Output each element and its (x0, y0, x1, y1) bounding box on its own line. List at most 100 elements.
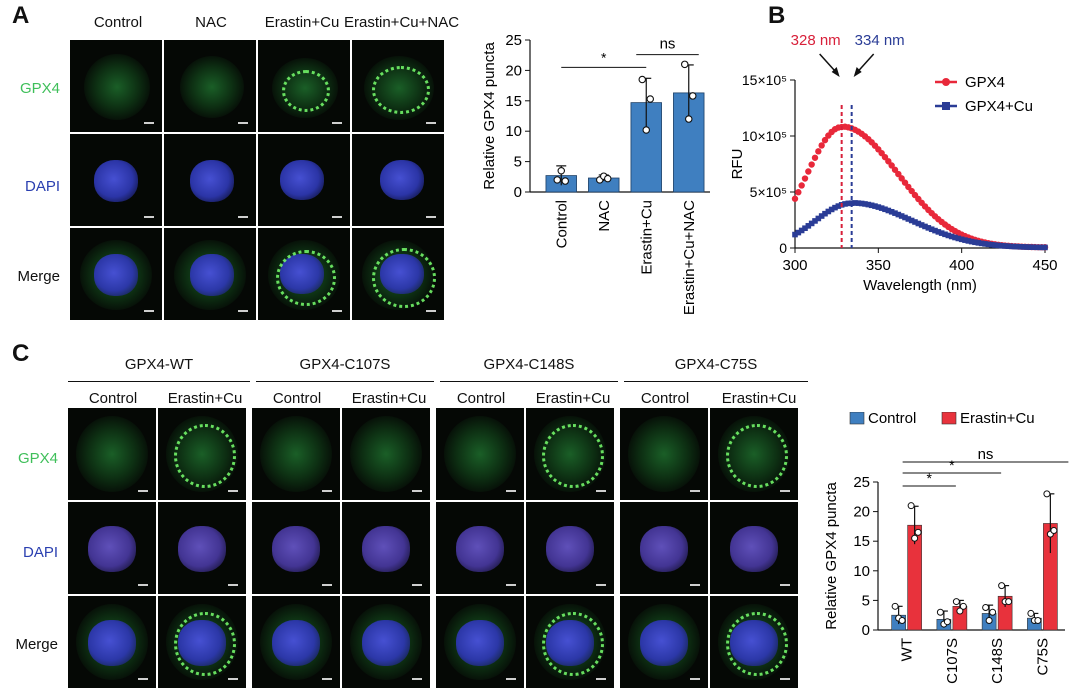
c-x-tick-label: WT (899, 638, 916, 661)
micrograph-c-merge-3 (342, 596, 430, 688)
micrograph-a-gpx4-control (70, 40, 162, 132)
b-point-gpx4-cu (868, 202, 875, 209)
micrograph-c-merge-4 (436, 596, 524, 688)
b-point-gpx4-cu (1012, 243, 1018, 250)
col-header-a-1: NAC (195, 14, 227, 31)
b-x-tick-label: 450 (1032, 257, 1057, 274)
a-x-tick-label: Erastin+Cu+NAC (681, 200, 698, 315)
b-point-gpx4-cu (1028, 244, 1035, 250)
b-point-gpx4-cu (862, 201, 868, 207)
b-point-gpx4-cu (812, 218, 818, 224)
b-point-gpx4-cu (808, 220, 815, 227)
a-y-tick-label: 5 (514, 154, 522, 171)
b-point-gpx4 (805, 168, 812, 175)
a-y-tick-label: 10 (505, 123, 522, 140)
subcol-c-3: Erastin+Cu (351, 390, 427, 407)
b-point-gpx4-cu (895, 211, 902, 218)
b-point-gpx4-cu (885, 207, 892, 214)
b-point-gpx4-cu (878, 205, 885, 211)
c-y-tick-label: 5 (862, 592, 870, 609)
a-x-tick-label: Control (553, 200, 570, 248)
b-legend-label: GPX4+Cu (965, 98, 1033, 115)
a-sig-label: ns (660, 36, 676, 53)
micrograph-c-gpx4-6 (620, 408, 708, 500)
b-legend-marker-gpx4 (942, 78, 950, 86)
b-arrow-head (831, 67, 840, 77)
c-data-point (1050, 527, 1058, 535)
b-point-gpx4-cu (1005, 243, 1012, 249)
b-point-gpx4-cu (818, 213, 825, 219)
c-sig-label: * (927, 470, 933, 486)
b-point-gpx4-cu (932, 227, 938, 234)
b-point-gpx4-cu (942, 231, 948, 238)
subcol-c-0: Control (88, 390, 138, 407)
b-point-gpx4 (798, 182, 805, 189)
b-point-gpx4-cu (1035, 244, 1042, 251)
b-point-gpx4-cu (935, 229, 942, 235)
c-data-point (943, 618, 951, 626)
b-point-gpx4-cu (825, 208, 832, 215)
a-y-tick-label: 15 (505, 93, 522, 110)
b-point-gpx4-cu (952, 234, 958, 241)
b-point-gpx4 (811, 154, 819, 161)
b-x-tick-label: 350 (866, 257, 891, 274)
c-legend-label: Control (868, 412, 916, 427)
b-point-gpx4-cu (835, 203, 842, 209)
b-point-gpx4-cu (852, 200, 858, 206)
b-x-tick-label: 300 (782, 257, 807, 274)
micrograph-a-dapi-erastin-cu-nac (352, 134, 444, 226)
b-point-gpx4-cu (992, 242, 998, 248)
micrograph-a-merge-nac (164, 228, 256, 320)
c-data-point (982, 604, 990, 612)
subcol-c-5: Erastin+Cu (535, 390, 611, 407)
subcol-c-4: Control (456, 390, 506, 407)
c-y-tick-label: 25 (853, 474, 870, 491)
chart-c-bar: 0 5 10 15 20 25 Relative GPX4 puncta WT C107S C14… (823, 412, 1069, 684)
group-line-c-3 (624, 381, 808, 382)
b-point-gpx4-cu (792, 231, 798, 238)
b-point-gpx4-cu (995, 242, 1002, 249)
b-point-gpx4-cu (978, 240, 985, 247)
a-data-point (642, 126, 651, 134)
b-point-gpx4 (891, 166, 899, 173)
a-y-tick-label: 0 (514, 184, 522, 201)
b-point-gpx4-cu (958, 236, 965, 243)
b-point-gpx4-cu (842, 201, 848, 207)
c-data-point (998, 582, 1006, 590)
b-arrow-head (853, 67, 862, 77)
c-data-point (936, 608, 944, 616)
micrograph-a-dapi-control (70, 134, 162, 226)
micrograph-c-dapi-0 (68, 502, 156, 594)
a-data-point (646, 95, 655, 103)
b-point-gpx4-cu (955, 235, 962, 242)
b-point-gpx4 (791, 195, 799, 202)
c-data-point (989, 608, 997, 616)
b-point-gpx4-cu (1018, 244, 1025, 250)
b-point-gpx4-cu (925, 225, 932, 231)
b-point-gpx4-cu (828, 206, 835, 213)
row-label-a-dapi: DAPI (24, 178, 60, 195)
b-point-gpx4-cu (822, 210, 828, 217)
chart-a-bar: 0 5 10 15 20 25 Relative GPX4 puncta Control NAC… (481, 32, 710, 315)
b-point-gpx4-cu (892, 210, 898, 216)
chart-b-spectrum: 0 5×10⁵ 10×10⁵ 15×10⁵ 300 350 400 450 Wavelength… (730, 32, 1058, 294)
b-point-gpx4-cu (902, 214, 908, 221)
c-data-point (959, 602, 967, 610)
c-data-point (952, 598, 960, 606)
c-data-point (1027, 609, 1035, 617)
c-data-point (1005, 598, 1013, 606)
row-label-c-dapi: DAPI (22, 544, 58, 561)
c-y-axis-title: Relative GPX4 puncta (823, 482, 840, 630)
c-legend-label: Erastin+Cu (960, 412, 1035, 427)
subcol-c-7: Erastin+Cu (721, 390, 797, 407)
group-header-c-2: GPX4-C148S (483, 356, 575, 373)
micrograph-a-gpx4-nac (164, 40, 256, 132)
a-data-point (681, 60, 689, 69)
b-point-gpx4-cu (1008, 243, 1015, 250)
a-data-point (685, 115, 693, 123)
b-point-gpx4-cu (1042, 244, 1048, 251)
c-data-point (898, 617, 906, 625)
b-point-gpx4-cu (1032, 244, 1038, 251)
subcol-c-6: Control (640, 390, 690, 407)
c-sig-label: * (949, 457, 955, 473)
